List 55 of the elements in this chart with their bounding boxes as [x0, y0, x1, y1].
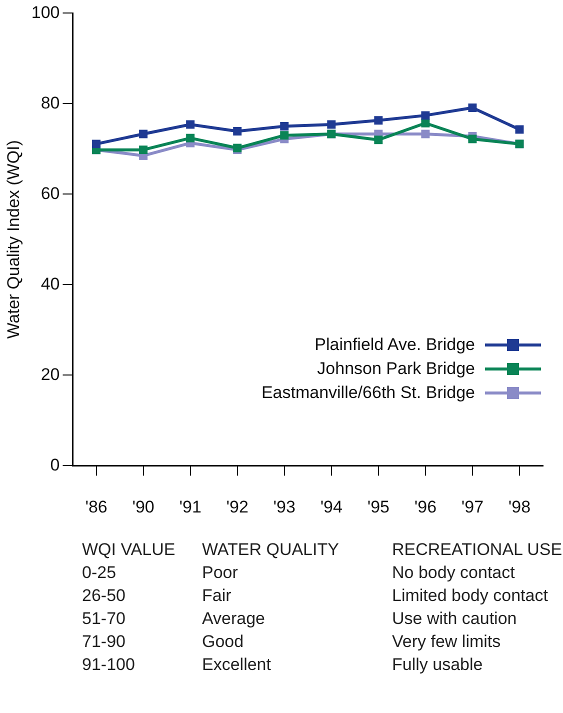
x-tick-label: '93	[273, 497, 296, 516]
x-tick-label: '96	[414, 497, 437, 516]
text: Excellent	[202, 655, 272, 675]
legend-label: Plainfield Ave. Bridge	[314, 335, 475, 355]
text: WQI VALUE	[82, 540, 176, 560]
point	[327, 120, 336, 129]
point	[421, 130, 430, 138]
text: 51-70	[82, 609, 126, 629]
point	[421, 111, 430, 120]
text: RECREATIONAL USE	[392, 540, 563, 560]
point	[374, 116, 383, 125]
x-tick-label: '86	[85, 497, 108, 516]
text: 0-25	[82, 563, 118, 583]
point	[468, 134, 477, 144]
y-axis-title: Water Quality Index (WQI)	[4, 140, 23, 339]
x-tick-label: '97	[461, 497, 484, 516]
point	[280, 131, 289, 140]
text: Poor	[202, 563, 239, 583]
point	[280, 122, 289, 131]
y-tick-label: 40	[40, 274, 60, 294]
point	[92, 140, 101, 148]
text: Limited body contact	[392, 586, 549, 606]
text: Fair	[202, 586, 232, 606]
x-tick-label: '90	[132, 497, 154, 516]
point	[374, 136, 383, 144]
point	[186, 120, 195, 129]
text: 71-90	[82, 632, 126, 652]
point	[139, 130, 148, 138]
text: Good	[202, 632, 245, 652]
x-tick-label: '95	[367, 497, 390, 516]
text: No body contact	[392, 563, 516, 583]
text: 26-50	[82, 586, 126, 606]
y-tick-label: 20	[40, 364, 60, 384]
point	[139, 146, 148, 154]
text: WATER QUALITY	[202, 540, 340, 560]
x-tick-label: '91	[179, 497, 202, 516]
x-tick-label: '94	[320, 497, 342, 516]
text: Use with caution	[392, 609, 518, 629]
y-tick-label: 60	[40, 184, 60, 203]
y-tick-label: 100	[31, 2, 60, 22]
legend-label: Johnson Park Bridge	[317, 359, 475, 379]
text: 91-100	[82, 655, 136, 675]
y-tick-label: 80	[40, 93, 60, 112]
text: Average	[202, 609, 266, 629]
point	[186, 134, 195, 142]
point	[233, 127, 242, 136]
y-tick-label: 0	[50, 455, 60, 474]
legend-label: Eastmanville/66th St. Bridge	[261, 383, 475, 403]
x-tick-label: '92	[226, 497, 248, 516]
text: Fully usable	[392, 655, 484, 675]
text: Very few limits	[392, 632, 502, 652]
point	[421, 118, 430, 128]
point	[468, 104, 477, 112]
x-tick-label: '98	[508, 497, 531, 516]
point	[515, 125, 524, 134]
